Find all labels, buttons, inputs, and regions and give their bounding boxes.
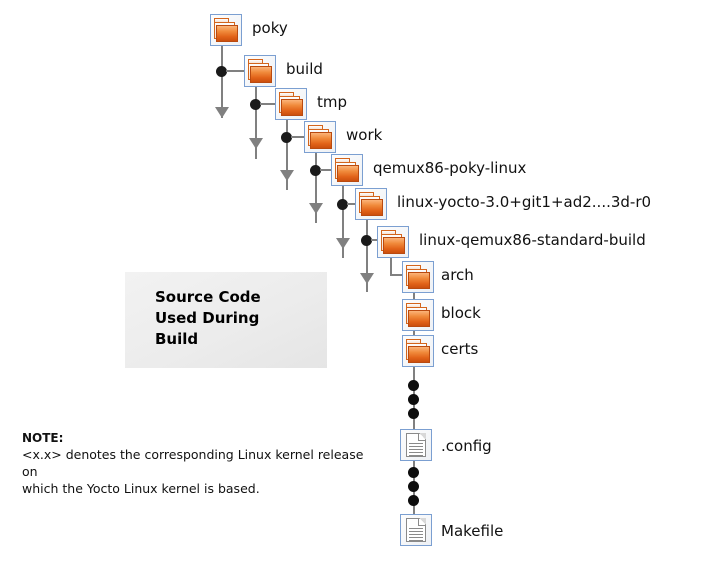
connector-vline-block-certs <box>413 330 415 337</box>
junction-dot-poky <box>216 66 227 77</box>
node-label-config: .config <box>441 437 492 455</box>
folder-icon-linux-qemux86-standard-build[interactable] <box>377 226 409 258</box>
connector-hline-linuxyocto-stdbuild <box>371 239 379 241</box>
junction-dot-work <box>310 165 321 176</box>
folder-icon-work[interactable] <box>304 121 336 153</box>
connector-hline-stdbuild-arch <box>390 274 406 276</box>
node-label-linux-qemux86-standard-build: linux-qemux86-standard-build <box>419 231 646 249</box>
connector-hline-qemux86-linuxyocto <box>347 203 357 205</box>
ellipsis-dot-6 <box>408 495 419 506</box>
note-heading: NOTE: <box>22 431 64 445</box>
node-label-qemux86-poky-linux: qemux86-poky-linux <box>373 159 527 177</box>
node-label-poky: poky <box>252 19 288 37</box>
connector-vline-arch-block <box>413 292 415 301</box>
node-label-block: block <box>441 304 481 322</box>
connector-vline-work <box>315 153 317 223</box>
connector-vline-tmp <box>286 120 288 190</box>
note-body: <x.x> denotes the corresponding Linux ke… <box>22 447 364 496</box>
connector-vline-build <box>255 87 257 159</box>
junction-dot-tmp <box>281 132 292 143</box>
folder-icon-certs[interactable] <box>402 335 434 367</box>
node-label-arch: arch <box>441 266 474 284</box>
arrow-head-work <box>309 203 323 214</box>
source-code-callout-text: Source Code Used During Build <box>155 288 261 348</box>
node-label-makefile: Makefile <box>441 522 504 540</box>
junction-dot-linuxyocto <box>361 235 372 246</box>
junction-dot-qemux86 <box>337 199 348 210</box>
ellipsis-dot-2 <box>408 394 419 405</box>
node-label-certs: certs <box>441 340 479 358</box>
connector-hline-build-tmp <box>260 103 277 105</box>
connector-hline-tmp-work <box>291 136 306 138</box>
connector-vline-poky <box>221 46 223 118</box>
ellipsis-dot-4 <box>408 467 419 478</box>
ellipsis-dot-1 <box>408 380 419 391</box>
folder-icon-qemux86-poky-linux[interactable] <box>331 154 363 186</box>
connector-vline-stdbuild <box>390 258 392 276</box>
connector-hline-work-qemux86 <box>320 169 333 171</box>
connector-vline-linuxyocto <box>366 220 368 292</box>
node-label-tmp: tmp <box>317 93 348 111</box>
connector-vline-qemux86 <box>342 186 344 258</box>
document-icon-makefile[interactable] <box>400 514 432 546</box>
arrow-head-poky <box>215 107 229 118</box>
node-label-linux-yocto: linux-yocto-3.0+git1+ad2....3d-r0 <box>397 193 652 211</box>
folder-icon-arch[interactable] <box>402 261 434 293</box>
folder-icon-build[interactable] <box>244 55 276 87</box>
node-label-work: work <box>346 126 383 144</box>
connector-hline-poky-build <box>226 70 246 72</box>
folder-icon-block[interactable] <box>402 299 434 331</box>
note-block: NOTE: <x.x> denotes the corresponding Li… <box>22 430 382 497</box>
arrow-head-build <box>249 138 263 149</box>
arrow-head-tmp <box>280 170 294 181</box>
source-code-callout-box: Source Code Used During Build <box>125 272 327 368</box>
document-icon-config[interactable] <box>400 429 432 461</box>
ellipsis-dot-3 <box>408 408 419 419</box>
folder-icon-tmp[interactable] <box>275 88 307 120</box>
ellipsis-dot-5 <box>408 481 419 492</box>
folder-icon-poky[interactable] <box>210 14 242 46</box>
junction-dot-build <box>250 99 261 110</box>
node-label-build: build <box>286 60 323 78</box>
arrow-head-qemux86 <box>336 238 350 249</box>
folder-icon-linux-yocto[interactable] <box>355 188 387 220</box>
arrow-head-linuxyocto <box>360 273 374 284</box>
